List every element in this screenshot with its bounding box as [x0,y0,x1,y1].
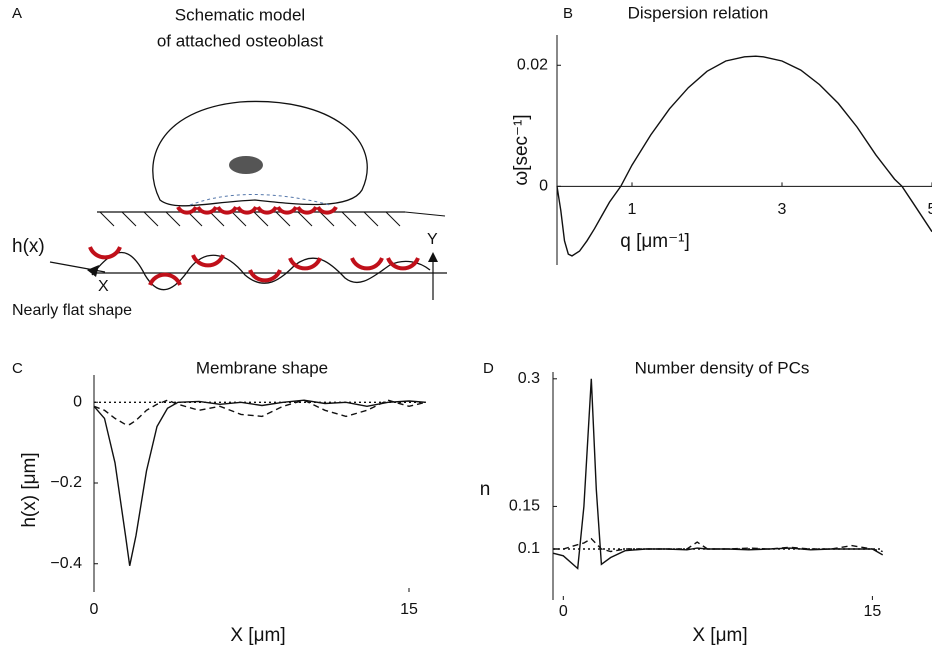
receptors [88,246,420,286]
series-line [556,55,932,257]
y-axis-label: n [480,479,491,500]
substrate [404,211,446,217]
receptors [176,205,338,215]
y-label: Y [427,231,438,248]
panel: B Dispersion relation q [μm⁻¹] ω[sec⁻¹] 0 0.0… [511,3,932,265]
cell [152,100,368,207]
panel-letter: C [12,360,23,377]
x-axis-label: X [μm] [230,625,285,646]
series-line [93,399,426,566]
x-tick-label: 15 [863,603,881,620]
panel: D Number density of PCs X [μm] n 0.3 0.15 0.1 0… [480,358,884,646]
y-axis-label: h(x) [μm] [19,452,40,527]
arrow-head [87,265,99,277]
series-line [553,537,883,553]
panel-letter: B [563,5,573,22]
y-tick-label: −0.4 [50,555,82,572]
panel: C Membrane shape X [μm] h(x) [μm] 0 −0.2 −0.4 0… [12,358,426,646]
x-tick-label: 5 [928,201,932,218]
y-tick-label: 0.1 [518,540,540,557]
x-axis-label: q [μm⁻¹] [620,231,690,252]
y-tick-label: −0.2 [50,474,82,491]
panel-letter: D [483,360,494,377]
x-axis-label: X [μm] [692,625,747,646]
chart-title: Membrane shape [196,358,328,377]
x-tick-label: 1 [628,201,637,218]
x-label: X [98,278,109,295]
x-tick-label: 0 [90,601,99,618]
schematic-title: Schematic model [175,5,305,24]
y-tick-label: 0.3 [518,370,540,387]
membrane [91,251,431,291]
nucleus [229,156,263,174]
schematic-title: of attached osteoblast [157,31,324,50]
x-tick-label: 0 [559,603,568,620]
y-axis-label: ω[sec⁻¹] [511,114,532,185]
y-tick-label: 0.02 [517,56,548,73]
series-line [552,378,884,570]
schematic: A Schematic model of attached osteoblast… [12,5,447,319]
x-tick-label: 3 [778,201,787,218]
hatching [99,211,401,227]
x-tick-label: 15 [400,601,418,618]
y-tick-label: 0 [73,393,82,410]
series-line [93,399,426,426]
chart-title: Number density of PCs [635,358,810,377]
arrow-head [428,252,438,262]
panel-letter: A [12,5,22,22]
y-tick-label: 0 [539,178,548,195]
shape-label: Nearly flat shape [12,302,132,319]
h-label: h(x) [12,236,45,257]
chart-title: Dispersion relation [628,3,769,22]
cortex [189,194,331,206]
y-tick-label: 0.15 [509,498,540,515]
